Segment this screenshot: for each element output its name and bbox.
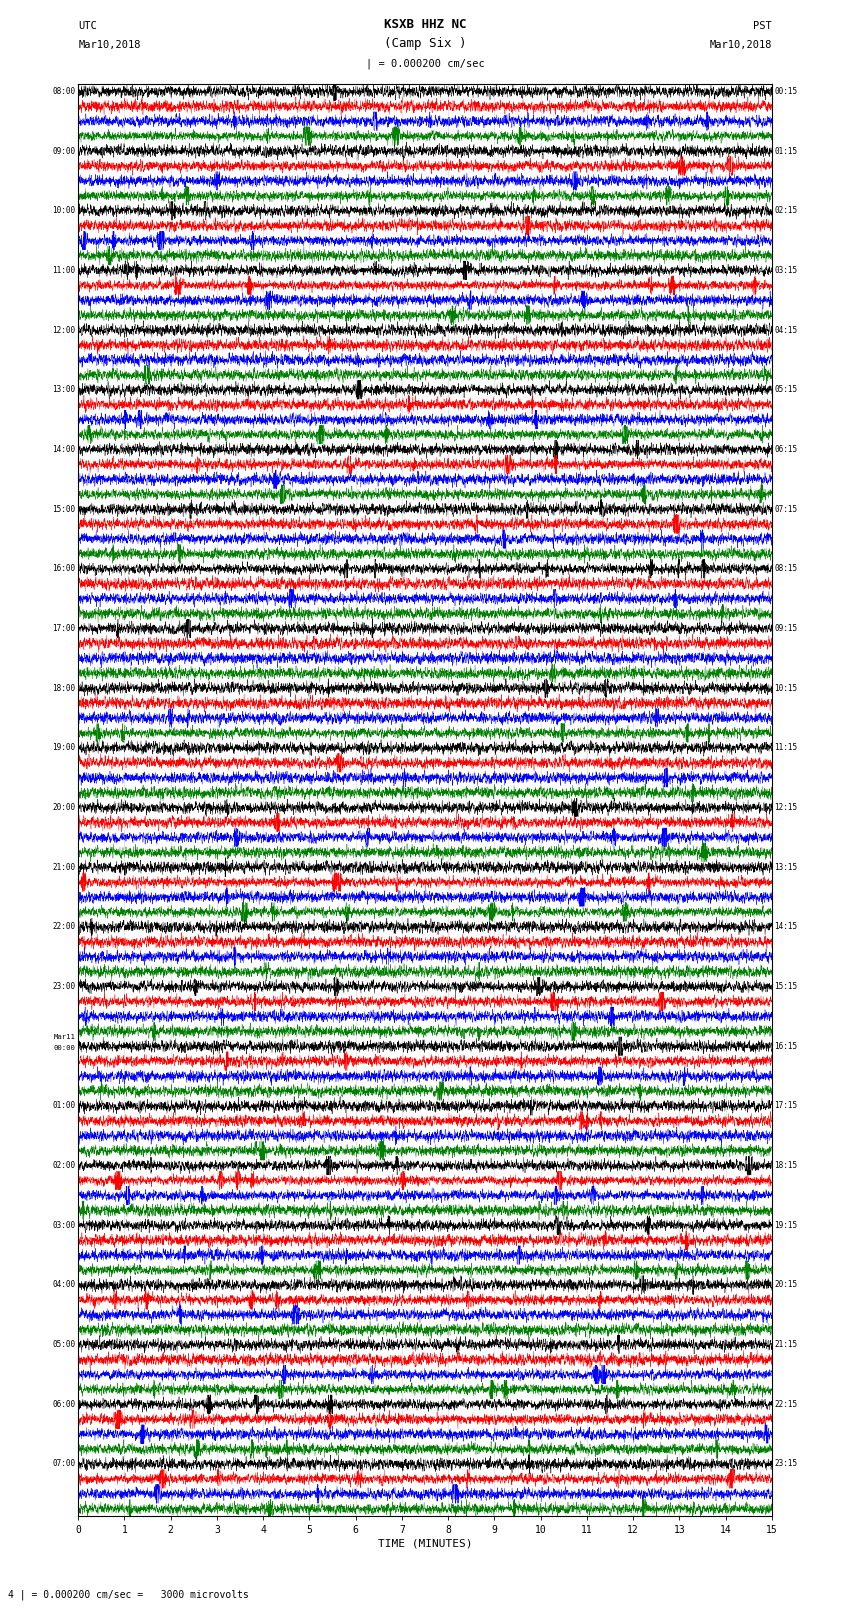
Text: 01:00: 01:00 (53, 1102, 76, 1110)
Text: 11:15: 11:15 (774, 744, 797, 752)
Text: 19:00: 19:00 (53, 744, 76, 752)
Text: Mar11: Mar11 (54, 1034, 76, 1039)
Text: 06:00: 06:00 (53, 1400, 76, 1408)
Text: 04:00: 04:00 (53, 1281, 76, 1289)
Text: KSXB HHZ NC: KSXB HHZ NC (383, 18, 467, 31)
Text: 09:00: 09:00 (53, 147, 76, 155)
Text: 07:15: 07:15 (774, 505, 797, 513)
Text: 02:00: 02:00 (53, 1161, 76, 1169)
Text: 01:15: 01:15 (774, 147, 797, 155)
Text: 21:15: 21:15 (774, 1340, 797, 1348)
Text: 10:00: 10:00 (53, 206, 76, 215)
Text: 11:00: 11:00 (53, 266, 76, 274)
Text: 13:00: 13:00 (53, 386, 76, 394)
Text: 00:00: 00:00 (54, 1045, 76, 1050)
Text: 09:15: 09:15 (774, 624, 797, 632)
Text: 02:15: 02:15 (774, 206, 797, 215)
Text: 08:15: 08:15 (774, 565, 797, 573)
Text: 17:15: 17:15 (774, 1102, 797, 1110)
Text: 03:00: 03:00 (53, 1221, 76, 1229)
Text: 20:15: 20:15 (774, 1281, 797, 1289)
Text: 14:15: 14:15 (774, 923, 797, 931)
Text: 18:15: 18:15 (774, 1161, 797, 1169)
Text: 16:00: 16:00 (53, 565, 76, 573)
Text: 05:00: 05:00 (53, 1340, 76, 1348)
Text: 22:15: 22:15 (774, 1400, 797, 1408)
Text: 23:15: 23:15 (774, 1460, 797, 1468)
Text: 15:00: 15:00 (53, 505, 76, 513)
Text: PST: PST (753, 21, 772, 31)
Text: 00:15: 00:15 (774, 87, 797, 95)
Text: 13:15: 13:15 (774, 863, 797, 871)
Text: 03:15: 03:15 (774, 266, 797, 274)
Text: 16:15: 16:15 (774, 1042, 797, 1050)
Text: 4 | = 0.000200 cm/sec =   3000 microvolts: 4 | = 0.000200 cm/sec = 3000 microvolts (8, 1589, 249, 1600)
Text: 17:00: 17:00 (53, 624, 76, 632)
Text: 12:00: 12:00 (53, 326, 76, 334)
Text: 12:15: 12:15 (774, 803, 797, 811)
Text: 07:00: 07:00 (53, 1460, 76, 1468)
Text: 08:00: 08:00 (53, 87, 76, 95)
Text: Mar10,2018: Mar10,2018 (709, 40, 772, 50)
Text: 06:15: 06:15 (774, 445, 797, 453)
Text: 05:15: 05:15 (774, 386, 797, 394)
Text: 19:15: 19:15 (774, 1221, 797, 1229)
Text: 20:00: 20:00 (53, 803, 76, 811)
Text: 22:00: 22:00 (53, 923, 76, 931)
Text: 21:00: 21:00 (53, 863, 76, 871)
Text: 15:15: 15:15 (774, 982, 797, 990)
Text: 23:00: 23:00 (53, 982, 76, 990)
Text: 10:15: 10:15 (774, 684, 797, 692)
Text: | = 0.000200 cm/sec: | = 0.000200 cm/sec (366, 58, 484, 69)
Text: 04:15: 04:15 (774, 326, 797, 334)
X-axis label: TIME (MINUTES): TIME (MINUTES) (377, 1539, 473, 1548)
Text: (Camp Six ): (Camp Six ) (383, 37, 467, 50)
Text: Mar10,2018: Mar10,2018 (78, 40, 141, 50)
Text: 14:00: 14:00 (53, 445, 76, 453)
Text: UTC: UTC (78, 21, 97, 31)
Text: 18:00: 18:00 (53, 684, 76, 692)
